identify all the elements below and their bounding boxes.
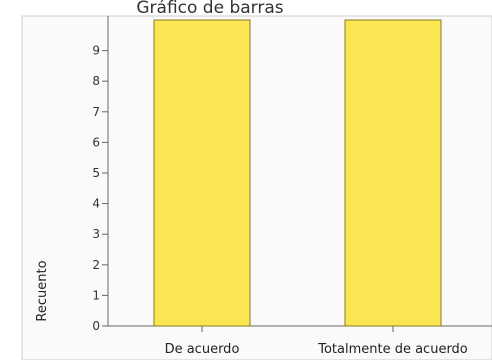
y-tick-label: 5	[92, 166, 100, 180]
y-tick-label: 6	[92, 135, 100, 149]
y-tick-label: 3	[92, 227, 100, 241]
chart-title: Gráfico de barras	[136, 0, 283, 18]
y-axis-title: Recuento	[35, 260, 50, 321]
bar	[153, 19, 251, 327]
y-tick-label: 2	[92, 258, 100, 272]
x-category-label: De acuerdo	[165, 342, 240, 357]
x-category-label: Totalmente de acuerdo	[317, 342, 468, 357]
y-tick-label: 4	[92, 197, 100, 211]
y-tick-label: 7	[92, 105, 100, 119]
y-tick-label: 8	[92, 74, 100, 88]
x-ticks: De acuerdo Totalmente de acuerdo	[165, 326, 468, 357]
bar	[344, 19, 442, 327]
bars	[153, 19, 442, 327]
y-tick-label: 0	[92, 319, 100, 333]
y-tick-label: 1	[92, 288, 100, 302]
y-ticks: 0 1 2 3 4 5 6 7 8 9	[92, 44, 108, 333]
y-tick-label: 9	[92, 44, 100, 58]
